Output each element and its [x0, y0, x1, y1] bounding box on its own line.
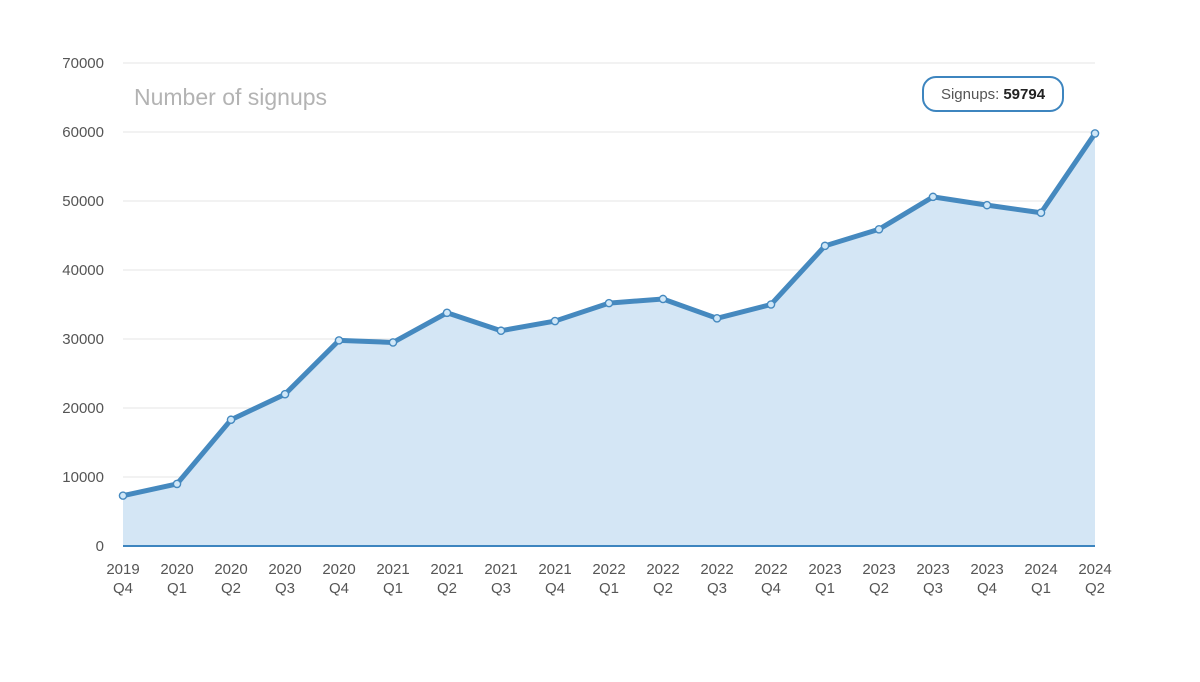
- data-point: [118, 491, 128, 500]
- x-tick-label: 2020 Q3: [268, 561, 301, 597]
- x-tick-label: 2020 Q4: [322, 561, 355, 597]
- data-point: [226, 415, 236, 425]
- x-tick-label: 2023 Q1: [808, 561, 841, 597]
- x-tick-label: 2020 Q2: [214, 561, 247, 597]
- data-point: [874, 224, 884, 234]
- data-point: [820, 241, 830, 251]
- x-tick-label: 2022 Q3: [700, 561, 733, 597]
- data-point: [982, 200, 992, 210]
- data-point: [712, 313, 722, 323]
- data-point: [928, 192, 938, 202]
- y-tick-label: 50000: [62, 193, 104, 210]
- x-tick-label: 2024 Q2: [1078, 561, 1111, 597]
- x-tick-label: 2021 Q3: [484, 561, 517, 597]
- x-axis-tick-labels: 2019 Q4 2020 Q1 2020 Q2 2020 Q3 2020 Q4 2021 Q1 2021…: [106, 561, 1111, 597]
- area-fill: [123, 133, 1095, 547]
- x-tick-label: 2021 Q4: [538, 561, 571, 597]
- x-tick-label: 2023 Q2: [862, 561, 895, 597]
- x-tick-label: 2022 Q4: [754, 561, 787, 597]
- x-tick-label: 2019 Q4: [106, 561, 139, 597]
- y-tick-label: 20000: [62, 400, 104, 417]
- x-tick-label: 2022 Q1: [592, 561, 625, 597]
- data-point: [442, 308, 452, 318]
- data-point: [766, 300, 776, 309]
- tooltip: Signups: 59794: [922, 76, 1064, 112]
- x-tick-label: 2022 Q2: [646, 561, 679, 597]
- data-point: [334, 336, 344, 345]
- data-point: [550, 316, 560, 326]
- y-tick-label: 30000: [62, 331, 104, 348]
- data-point: [496, 326, 506, 336]
- data-point: [1090, 129, 1100, 138]
- y-tick-label: 70000: [62, 55, 104, 72]
- x-tick-label: 2021 Q2: [430, 561, 463, 597]
- y-tick-label: 60000: [62, 124, 104, 141]
- data-point: [172, 479, 182, 489]
- area-layer: [123, 133, 1095, 547]
- data-point: [388, 338, 398, 347]
- x-tick-label: 2023 Q4: [970, 561, 1003, 597]
- x-tick-label: 2020 Q1: [160, 561, 193, 597]
- data-point: [658, 294, 668, 304]
- y-tick-label: 10000: [62, 469, 104, 486]
- y-axis-tick-labels: 0 10000 20000 30000 40000 50000 60000 70000: [62, 55, 104, 555]
- tooltip-value: 59794: [1003, 85, 1046, 103]
- data-points: [118, 129, 1100, 500]
- chart-title: Number of signups: [134, 84, 327, 110]
- data-point: [604, 298, 614, 308]
- x-tick-label: 2021 Q1: [376, 561, 409, 597]
- y-tick-label: 0: [96, 538, 104, 555]
- tooltip-label: Signups:: [940, 85, 1000, 103]
- x-tick-label: 2024 Q1: [1024, 561, 1057, 597]
- data-point: [1036, 208, 1046, 218]
- data-point: [280, 389, 290, 399]
- x-tick-label: 2023 Q3: [916, 561, 949, 597]
- y-tick-label: 40000: [62, 262, 104, 279]
